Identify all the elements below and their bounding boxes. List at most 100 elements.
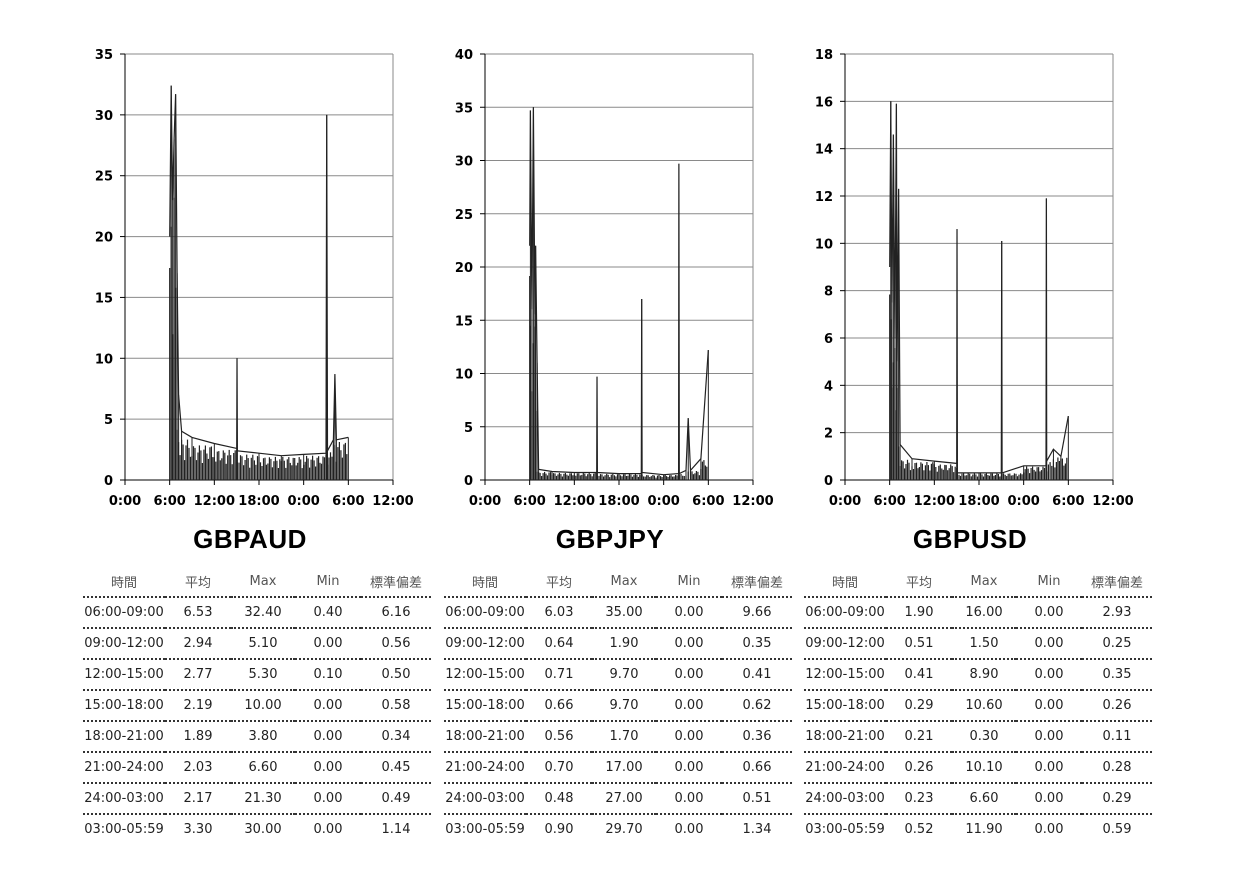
table-row: 15:00-18:00 0.29 10.60 0.00 0.26 [804, 689, 1152, 721]
table-cell: 0.58 [361, 689, 431, 721]
table-cell: 0.00 [656, 596, 722, 628]
x-tick-label: 0:00 [647, 494, 679, 509]
table-cell: 0.64 [526, 627, 592, 659]
y-tick-label: 25 [95, 170, 113, 185]
table-cell: 0.26 [886, 751, 952, 783]
column-header: 平均 [184, 575, 211, 591]
table-cell: 0.34 [361, 720, 431, 752]
table-cell: 0.41 [722, 658, 792, 690]
table-row: 18:00-21:00 0.56 1.70 0.00 0.36 [444, 720, 792, 752]
y-tick-label: 16 [815, 95, 833, 110]
table-cell: 2.93 [1082, 596, 1152, 628]
table-row: 06:00-09:00 6.03 35.00 0.00 9.66 [444, 596, 792, 628]
table-cell: 0.11 [1082, 720, 1152, 752]
table-cell: 1.90 [886, 596, 952, 628]
table-cell: 6.16 [361, 596, 431, 628]
y-tick-label: 25 [455, 208, 473, 223]
x-tick-label: 6:00 [513, 494, 545, 509]
table-cell: 1.90 [592, 627, 656, 659]
y-tick-label: 10 [455, 368, 473, 383]
table-row: 06:00-09:00 6.53 32.40 0.40 6.16 [83, 596, 431, 628]
y-tick-label: 12 [815, 190, 833, 205]
table-cell: 0.00 [656, 658, 722, 690]
y-tick-label: 40 [455, 48, 473, 63]
table-cell: 3.80 [231, 720, 295, 752]
y-tick-label: 0 [464, 474, 473, 489]
table-row: 06:00-09:00 1.90 16.00 0.00 2.93 [804, 596, 1152, 628]
column-header: 平均 [545, 575, 572, 591]
table-cell: 2.03 [165, 751, 231, 783]
column-header: 時間 [471, 575, 498, 591]
y-tick-label: 20 [455, 261, 473, 276]
y-tick-label: 2 [824, 427, 833, 442]
x-tick-label: 0:00 [829, 494, 861, 509]
column-header: Min [316, 573, 340, 589]
table-cell: 0.51 [722, 782, 792, 814]
table-row: 03:00-05:59 0.90 29.70 0.00 1.34 [444, 813, 792, 844]
table-row: 21:00-24:00 2.03 6.60 0.00 0.45 [83, 751, 431, 783]
table-cell: 11.90 [952, 813, 1016, 844]
column-header: Min [1037, 573, 1061, 589]
x-tick-label: 6:00 [153, 494, 185, 509]
table-header-row: 時間 平均 Max Min 標準偏差 [444, 566, 792, 597]
table-row: 15:00-18:00 0.66 9.70 0.00 0.62 [444, 689, 792, 721]
y-tick-label: 14 [815, 143, 833, 158]
table-cell: 24:00-03:00 [83, 782, 165, 814]
pair-title: GBPJPY [555, 524, 665, 554]
x-tick-label: 0:00 [287, 494, 319, 509]
table-cell: 0.70 [526, 751, 592, 783]
table-cell: 0.29 [1082, 782, 1152, 814]
x-tick-label: 0:00 [109, 494, 141, 509]
table-header-row: 時間 平均 Max Min 標準偏差 [83, 566, 431, 597]
y-tick-label: 5 [464, 421, 473, 436]
data-series-line [169, 85, 349, 457]
table-cell: 21:00-24:00 [804, 751, 886, 783]
table-cell: 2.17 [165, 782, 231, 814]
table-cell: 0.50 [361, 658, 431, 690]
table-cell: 0.00 [656, 751, 722, 783]
stats-table: 時間 平均 Max Min 標準偏差 06:00-09:00 6.53 32.40 0.40 6.… [83, 566, 431, 844]
table-cell: 0.45 [361, 751, 431, 783]
y-tick-label: 15 [455, 314, 473, 329]
y-tick-label: 35 [455, 101, 473, 116]
table-cell: 0.00 [1016, 627, 1082, 659]
table-cell: 0.49 [361, 782, 431, 814]
x-tick-label: 6:00 [1052, 494, 1084, 509]
column-header: Max [610, 573, 638, 589]
y-tick-label: 6 [824, 332, 833, 347]
table-row: 09:00-12:00 0.51 1.50 0.00 0.25 [804, 627, 1152, 659]
table-cell: 06:00-09:00 [83, 596, 165, 628]
y-tick-label: 10 [815, 237, 833, 252]
table-cell: 5.10 [231, 627, 295, 659]
table-cell: 0.56 [526, 720, 592, 752]
table-cell: 0.10 [295, 658, 361, 690]
column-header: Max [970, 573, 998, 589]
table-cell: 3.30 [165, 813, 231, 844]
x-tick-label: 18:00 [958, 494, 999, 509]
table-cell: 0.00 [656, 720, 722, 752]
table-row: 24:00-03:00 0.23 6.60 0.00 0.29 [804, 782, 1152, 814]
stats-table: 時間 平均 Max Min 標準偏差 06:00-09:00 1.90 16.00 0.00 2.… [804, 566, 1152, 844]
column-header: Min [677, 573, 701, 589]
table-cell: 21:00-24:00 [444, 751, 526, 783]
column-header: 標準偏差 [369, 575, 422, 591]
table-cell: 0.00 [295, 627, 361, 659]
table-cell: 0.00 [295, 689, 361, 721]
table-cell: 0.59 [1082, 813, 1152, 844]
table-cell: 0.00 [1016, 596, 1082, 628]
table-cell: 0.00 [295, 813, 361, 844]
table-cell: 1.89 [165, 720, 231, 752]
y-tick-label: 0 [104, 474, 113, 489]
table-cell: 06:00-09:00 [804, 596, 886, 628]
table-row: 21:00-24:00 0.26 10.10 0.00 0.28 [804, 751, 1152, 783]
y-tick-label: 4 [824, 379, 833, 394]
table-row: 12:00-15:00 2.77 5.30 0.10 0.50 [83, 658, 431, 690]
x-tick-label: 12:00 [732, 494, 773, 509]
table-cell: 0.00 [1016, 658, 1082, 690]
x-tick-label: 12:00 [914, 494, 955, 509]
table-cell: 09:00-12:00 [444, 627, 526, 659]
x-tick-label: 6:00 [873, 494, 905, 509]
column-header: Max [249, 573, 277, 589]
table-cell: 09:00-12:00 [804, 627, 886, 659]
